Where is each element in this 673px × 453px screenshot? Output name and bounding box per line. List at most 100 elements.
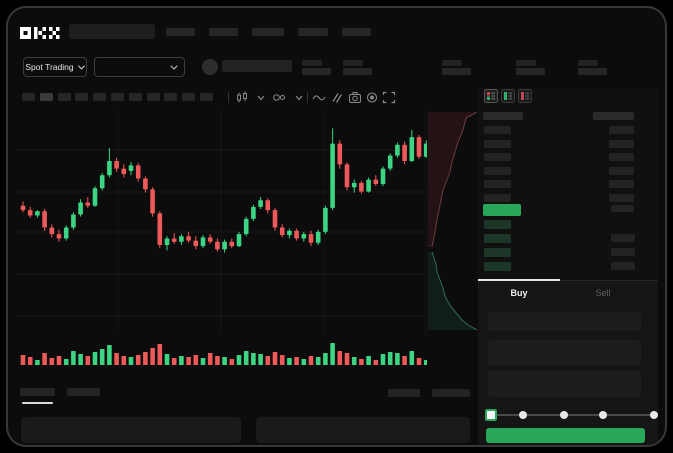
volume-bar [395, 353, 400, 365]
order-book-panel: Buy Sell [478, 88, 658, 445]
stat-value-placeholder [578, 68, 607, 75]
chevron-down-icon[interactable] [254, 91, 268, 104]
pair-selector-dropdown[interactable] [94, 57, 185, 77]
candle-body [56, 234, 62, 239]
interval-candles-icon[interactable] [235, 91, 249, 104]
interval-button-placeholder[interactable] [75, 93, 89, 101]
bottom-action-placeholder[interactable] [432, 389, 470, 397]
candle-body [323, 207, 328, 232]
interval-button-placeholder[interactable] [146, 93, 160, 101]
slider-stop[interactable] [599, 411, 608, 419]
interval-button-placeholder[interactable] [128, 93, 142, 101]
market-type-dropdown[interactable]: Spot Trading [23, 57, 87, 77]
interval-button-placeholder[interactable] [22, 93, 35, 101]
interval-button-placeholder[interactable] [164, 93, 178, 101]
total-input-placeholder[interactable] [488, 370, 641, 397]
volume-bar [164, 354, 170, 365]
bid-price-placeholder [484, 248, 511, 257]
volume-bar [258, 354, 263, 365]
candle-body [359, 182, 364, 192]
interval-button-placeholder[interactable] [110, 93, 124, 101]
buy-submit-button[interactable] [486, 428, 645, 443]
volume-bar [49, 358, 55, 365]
candle-body [423, 143, 427, 157]
candle-body [251, 206, 256, 219]
candle-body [279, 227, 285, 236]
candle-body [272, 210, 278, 228]
ask-amount-placeholder [609, 153, 634, 162]
volume-bar [308, 356, 314, 365]
book-bids-icon[interactable] [501, 89, 515, 103]
candlestick-chart[interactable] [15, 108, 427, 334]
candle-body [42, 211, 47, 228]
stat-label-placeholder [302, 60, 322, 66]
volume-bar [207, 353, 213, 365]
line-tool-icon[interactable] [312, 91, 326, 104]
slider-stop[interactable] [485, 409, 497, 421]
bid-amount-placeholder [611, 248, 635, 256]
price-input-placeholder[interactable] [488, 312, 641, 331]
candle-body [179, 236, 184, 242]
candle-body [351, 182, 357, 188]
compare-icon[interactable] [330, 91, 344, 104]
volume-bar [193, 355, 199, 365]
okx-logo[interactable] [20, 26, 60, 39]
slider-stop[interactable] [650, 411, 658, 419]
settings-icon[interactable] [365, 91, 379, 104]
search-placeholder[interactable] [69, 24, 155, 39]
volume-bar [78, 354, 83, 365]
volume-bar [243, 351, 249, 365]
bottom-action-placeholder[interactable] [388, 389, 420, 397]
candle-body [63, 227, 69, 239]
candle-body [315, 231, 321, 243]
nav-item-placeholder[interactable] [342, 28, 371, 36]
interval-button-placeholder[interactable] [39, 93, 53, 101]
nav-item-placeholder[interactable] [209, 28, 238, 36]
camera-icon[interactable] [348, 91, 362, 104]
volume-bar [423, 360, 427, 365]
interval-button-placeholder[interactable] [57, 93, 71, 101]
amount-slider[interactable] [485, 409, 658, 421]
candle-body [128, 165, 134, 171]
slider-stop[interactable] [518, 411, 527, 419]
volume-bar [35, 360, 40, 365]
candle-body [164, 238, 170, 245]
book-both-icon[interactable] [484, 89, 498, 103]
candle-body [143, 178, 148, 190]
stat-value-placeholder [516, 68, 545, 75]
tabs-divider [478, 280, 658, 281]
volume-bar [42, 353, 47, 365]
volume-bar [344, 353, 350, 365]
volume-bar [330, 343, 335, 365]
tab-buy[interactable]: Buy [510, 288, 528, 298]
interval-button-placeholder[interactable] [93, 93, 107, 101]
interval-button-placeholder[interactable] [199, 93, 213, 101]
candle-body [344, 164, 350, 188]
stat-label-placeholder [578, 60, 598, 66]
slider-stop[interactable] [559, 411, 568, 419]
indicators-icon[interactable] [272, 91, 286, 104]
volume-chart [20, 343, 427, 365]
volume-bar [272, 352, 278, 365]
nav-item-placeholder[interactable] [252, 28, 284, 36]
last-price-button[interactable] [483, 204, 521, 216]
candle-body [229, 241, 235, 247]
fullscreen-icon[interactable] [382, 91, 396, 104]
amount-input-placeholder[interactable] [488, 340, 641, 366]
book-asks-icon[interactable] [518, 89, 532, 103]
nav-item-placeholder[interactable] [166, 28, 195, 36]
volume-bar [56, 356, 62, 365]
volume-bar [128, 357, 134, 365]
bid-amount-placeholder [611, 234, 635, 242]
nav-item-placeholder[interactable] [298, 28, 328, 36]
chevron-down-icon[interactable] [292, 91, 306, 104]
candle-body [402, 144, 407, 162]
bottom-tab-placeholder[interactable] [20, 388, 55, 396]
candle-body [20, 205, 26, 211]
bottom-tab-placeholder[interactable] [67, 388, 100, 396]
market-type-label: Spot Trading [25, 62, 74, 72]
candle-body [366, 179, 371, 192]
interval-button-placeholder[interactable] [182, 93, 196, 101]
tab-sell[interactable]: Sell [595, 288, 611, 298]
active-tab-indicator [22, 402, 53, 404]
